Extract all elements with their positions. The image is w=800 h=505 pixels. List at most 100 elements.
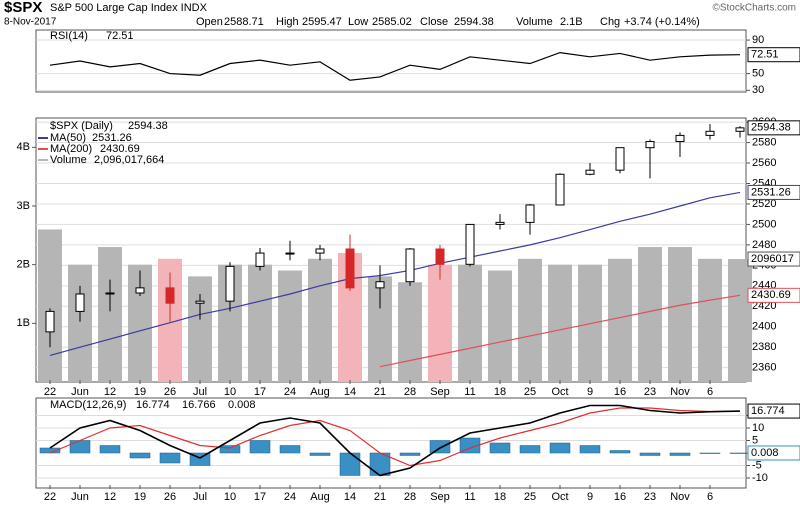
x-tick-label: 14 (344, 386, 356, 398)
candle-body (255, 252, 265, 267)
histogram-bar (729, 452, 751, 454)
x-tick-label: 19 (134, 386, 146, 398)
value-tag (747, 403, 800, 419)
x-tick-label: 17 (254, 386, 266, 398)
volume-bar (428, 264, 452, 382)
volume-bar (518, 258, 542, 382)
x-tick-label: 24 (284, 386, 296, 398)
candle-body (375, 281, 385, 289)
volume-bar (398, 282, 422, 382)
legend-value: 2531.26 (92, 132, 132, 144)
volume-value: 2.1B (560, 16, 583, 28)
candle-body (465, 223, 475, 265)
x-tick-label: 14 (344, 491, 356, 503)
candle-body (585, 169, 595, 175)
value-tag-text: 2096017 (751, 253, 794, 265)
index-name: S&P 500 Large Cap Index INDX (50, 2, 208, 14)
candle-body (195, 300, 205, 304)
candle-body (735, 127, 745, 132)
y-tick-label: 50 (752, 67, 764, 79)
x-tick-label: Oct (551, 386, 568, 398)
x-tick-label: Jun (71, 491, 89, 503)
y-tick-label: 2480 (752, 239, 776, 251)
x-tick-label: Nov (670, 386, 690, 398)
legend-value: 2430.69 (100, 143, 140, 155)
histogram-bar (309, 452, 331, 456)
histogram-bar (579, 445, 601, 454)
x-tick-label: Aug (310, 386, 330, 398)
volume-bar (98, 247, 122, 382)
histogram-bar (399, 452, 421, 456)
open-value: 2588.71 (224, 16, 264, 28)
histogram-bar (639, 452, 661, 456)
volume-bar (548, 264, 572, 382)
histogram-bar (519, 445, 541, 454)
y-tick-label: 2360 (752, 362, 776, 374)
x-tick-label: 12 (104, 386, 116, 398)
histogram-bar (249, 440, 271, 454)
y-tick-label: 3B (17, 200, 30, 212)
candle-body (615, 147, 625, 171)
histogram-bar (429, 440, 451, 454)
volume-bar (308, 258, 332, 382)
histogram-bar (549, 442, 571, 454)
value-tag (747, 287, 800, 303)
histogram-bar (669, 452, 691, 456)
histogram-bar (69, 440, 91, 454)
x-tick-label: 11 (464, 386, 475, 398)
y-tick-label: 2380 (752, 341, 776, 353)
y-tick-label: -5 (752, 459, 762, 471)
volume-bar (698, 258, 722, 382)
series-line (49, 191, 741, 356)
series-line (379, 294, 741, 368)
volume-label: Volume (516, 16, 553, 28)
legend-name: MA(200) (50, 143, 92, 155)
histogram-bar (489, 442, 511, 454)
x-tick-label: 21 (374, 491, 386, 503)
chg-label: Chg (600, 16, 620, 28)
value-tag-text: 16.774 (751, 405, 785, 417)
x-tick-label: 10 (224, 491, 236, 503)
y-tick-label: 2500 (752, 218, 776, 230)
histogram-bar (99, 445, 121, 454)
candle-body (345, 248, 355, 289)
y-tick-label: 2400 (752, 321, 776, 333)
high-label: High (276, 16, 299, 28)
x-tick-label: Sep (430, 491, 450, 503)
chg-value: +3.74 (+0.14%) (624, 16, 700, 28)
histogram-bar (129, 452, 151, 459)
panel-frame (35, 29, 747, 93)
histogram-bar (279, 445, 301, 454)
x-tick-label: 22 (44, 491, 56, 503)
histogram-bar (159, 452, 181, 464)
candle-body (405, 248, 415, 283)
value-tag (747, 445, 800, 461)
x-tick-label: Jul (193, 491, 207, 503)
x-tick-label: 11 (464, 491, 475, 503)
candle-body (555, 173, 565, 206)
date: 8-Nov-2017 (4, 17, 57, 28)
legend-value: 16.774 (136, 399, 170, 411)
x-tick-label: 28 (404, 386, 416, 398)
y-tick-label: 90 (752, 34, 764, 46)
symbol: $SPX (4, 0, 42, 16)
x-tick-label: 21 (374, 386, 386, 398)
x-tick-label: 9 (587, 491, 593, 503)
x-tick-label: 17 (254, 491, 266, 503)
x-tick-label: 19 (134, 491, 146, 503)
x-tick-label: Nov (670, 491, 690, 503)
x-tick-label: Sep (430, 386, 450, 398)
value-tag-text: 2430.69 (751, 289, 791, 301)
y-tick-label: -10 (752, 472, 768, 484)
y-tick-label: 2B (17, 259, 30, 271)
x-tick-label: 18 (494, 386, 506, 398)
value-tag-text: 0.008 (751, 447, 779, 459)
volume-bar (668, 247, 692, 382)
legend-name: MACD(12,26,9) (50, 399, 126, 411)
x-tick-label: 23 (644, 386, 656, 398)
candle-body (105, 292, 115, 295)
candle-body (285, 252, 295, 255)
x-tick-label: 24 (284, 491, 296, 503)
x-tick-label: Aug (310, 491, 330, 503)
